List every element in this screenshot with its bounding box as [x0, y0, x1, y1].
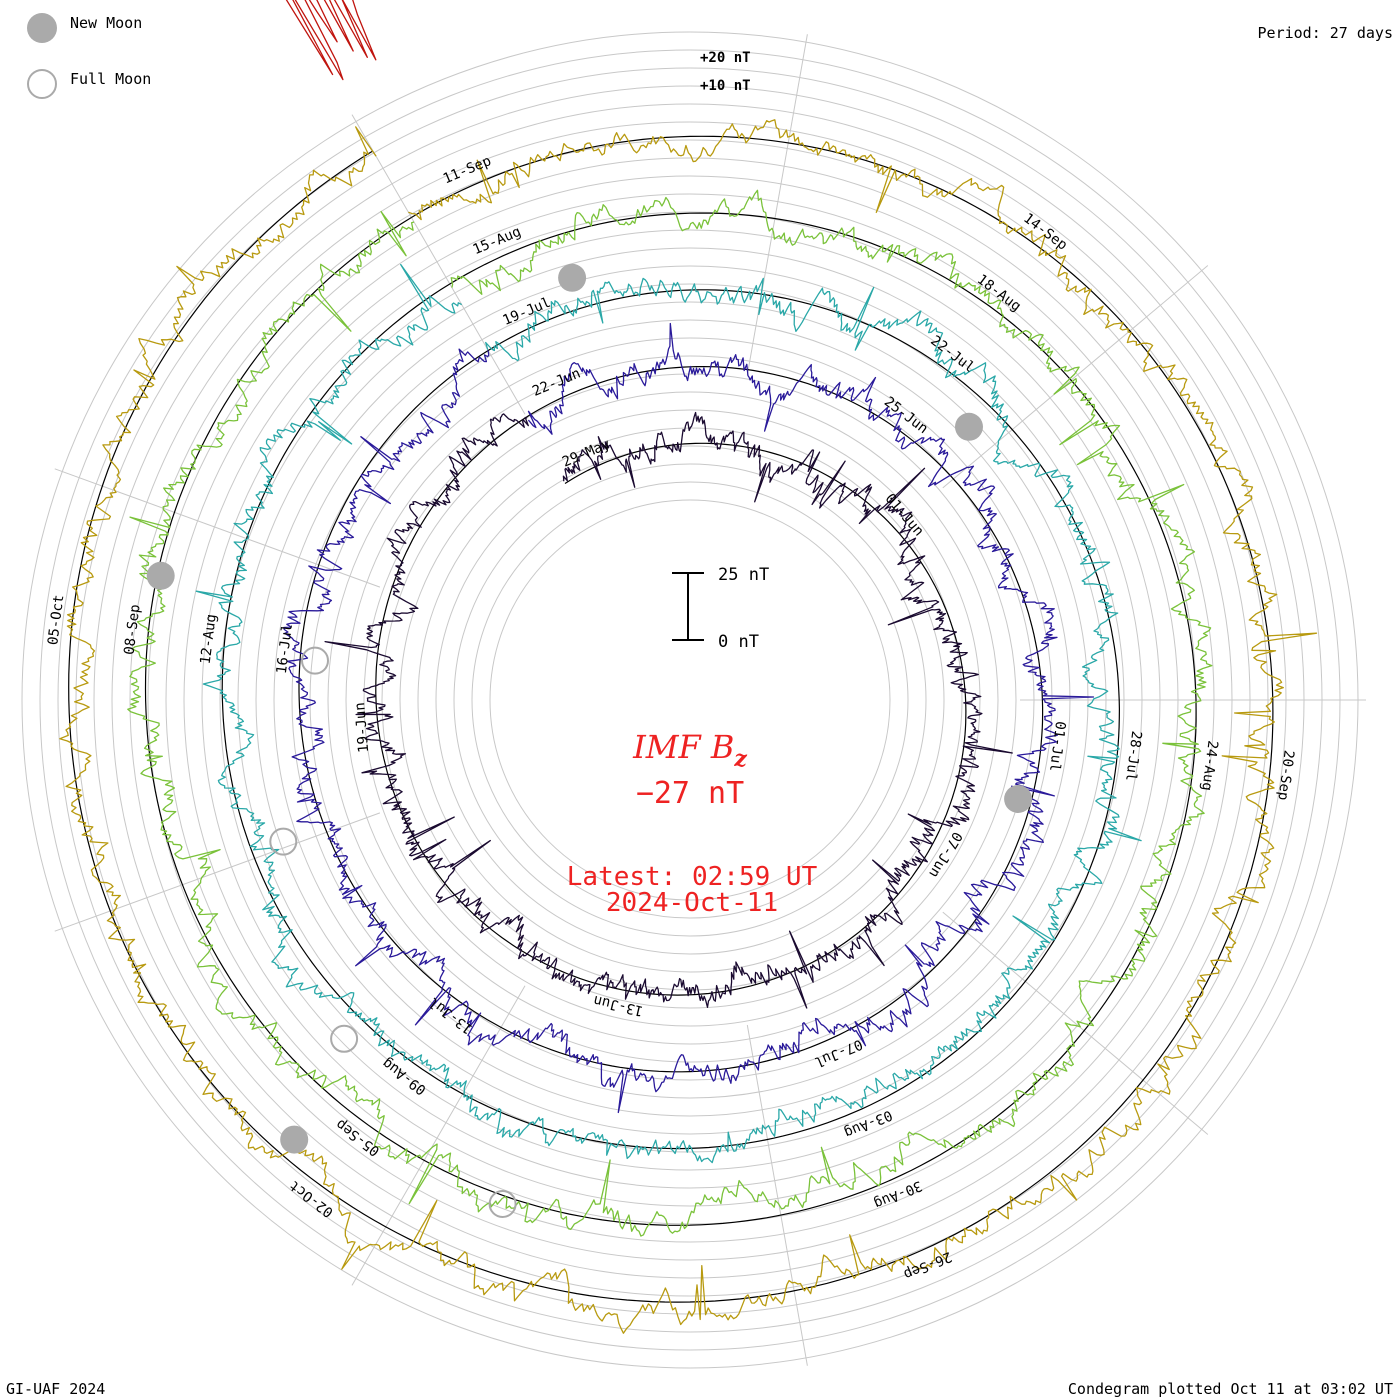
latest-date: 2024-Oct-11	[606, 888, 778, 918]
grid-spoke	[54, 812, 381, 932]
date-tick-label: 30-Aug	[871, 1177, 924, 1211]
date-tick-label: 01-Jul	[1046, 720, 1068, 772]
grid-ring	[327, 337, 1053, 1063]
date-tick-label: 26-Sep	[901, 1248, 954, 1282]
date-tick-label: 16-Jul	[274, 623, 296, 675]
new-moon-marker	[280, 1125, 309, 1154]
full-moon-label: Full Moon	[70, 70, 151, 88]
baseline-spiral	[68, 135, 1274, 1303]
moon-markers	[146, 263, 1033, 1218]
full-moon-marker	[301, 646, 329, 675]
grid-spoke	[54, 468, 381, 588]
latest-time: Latest: 02:59 UT	[567, 862, 818, 892]
new-moon-marker	[558, 263, 587, 292]
grid-spoke	[746, 1024, 808, 1366]
series-line-5	[59, 119, 1318, 1334]
full-moon-icon	[27, 69, 57, 99]
baseline-spiral	[221, 283, 1121, 1150]
grid-ring	[381, 391, 999, 1009]
center-title-sub: z	[733, 746, 747, 772]
series-line-1	[324, 411, 1013, 1009]
date-tick-label: 13-Jun	[592, 992, 645, 1019]
scale-label-20: +20 nT	[700, 50, 751, 66]
radial-grid	[21, 31, 1366, 1369]
new-moon-label: New Moon	[70, 14, 142, 32]
grid-ring	[363, 373, 1017, 1027]
baseline-spiral	[375, 416, 967, 996]
full-moon-marker	[269, 827, 298, 856]
scale-bar-bottom-label: 0 nT	[718, 632, 759, 652]
grid-spoke	[746, 34, 808, 376]
date-tick-label: 19-Jul	[500, 295, 553, 329]
date-tick-label: 07-Jul	[812, 1036, 865, 1070]
date-tick-label: 29-May	[560, 436, 613, 470]
date-tick-label: 19-Jun	[352, 702, 372, 754]
baseline-spiral	[298, 349, 1044, 1073]
grid-ring	[489, 499, 891, 901]
grid-spoke	[351, 985, 526, 1286]
date-tick-label: 03-Aug	[842, 1106, 895, 1140]
series-line-4	[127, 189, 1213, 1237]
grid-ring	[471, 481, 909, 919]
date-tick-label: 22-Jul	[927, 333, 977, 376]
date-tick-label: 28-Jul	[1122, 730, 1144, 782]
period-label: Period: 27 days	[1258, 24, 1393, 42]
new-moon-icon	[27, 13, 57, 43]
date-tick-label: 05-Oct	[45, 594, 67, 646]
date-tick-label: 13-Jul	[426, 993, 476, 1036]
new-moon-marker	[955, 412, 983, 441]
new-moon-marker	[1004, 785, 1033, 813]
date-tick-label: 08-Sep	[121, 604, 143, 656]
series-line-6	[285, 0, 377, 81]
series-line-2	[283, 322, 1095, 1114]
date-tick-label: 15-Aug	[471, 224, 524, 258]
full-moon-marker	[330, 1024, 359, 1053]
full-moon-marker	[488, 1190, 517, 1218]
scale-bar-top-label: 25 nT	[718, 565, 769, 585]
date-tick-label: 24-Aug	[1198, 740, 1220, 792]
grid-ring	[453, 463, 927, 937]
grid-ring	[435, 445, 945, 955]
footer-credit: GI-UAF 2024	[6, 1380, 105, 1398]
date-tick-label: 12-Aug	[198, 613, 220, 665]
grid-ring	[237, 247, 1143, 1153]
current-bz-value: −27 nT	[636, 776, 744, 811]
new-moon-marker	[146, 561, 175, 590]
grid-ring	[345, 355, 1035, 1045]
footer-plot-time: Condegram plotted Oct 11 at 03:02 UT	[1068, 1380, 1393, 1398]
date-tick-label: 11-Sep	[441, 153, 494, 187]
date-tick-label: 14-Sep	[1020, 210, 1070, 253]
data-traces	[59, 0, 1318, 1334]
grid-spoke	[942, 265, 1209, 489]
series-line-3	[195, 263, 1142, 1164]
baseline-spiral	[144, 212, 1197, 1226]
grid-spoke	[351, 114, 526, 415]
center-title-main: IMF B	[632, 728, 734, 766]
grid-spoke	[942, 911, 1209, 1135]
date-tick-label: 20-Sep	[1274, 749, 1296, 801]
center-title: IMF Bz	[632, 728, 747, 772]
scale-label-10: +10 nT	[700, 78, 751, 94]
